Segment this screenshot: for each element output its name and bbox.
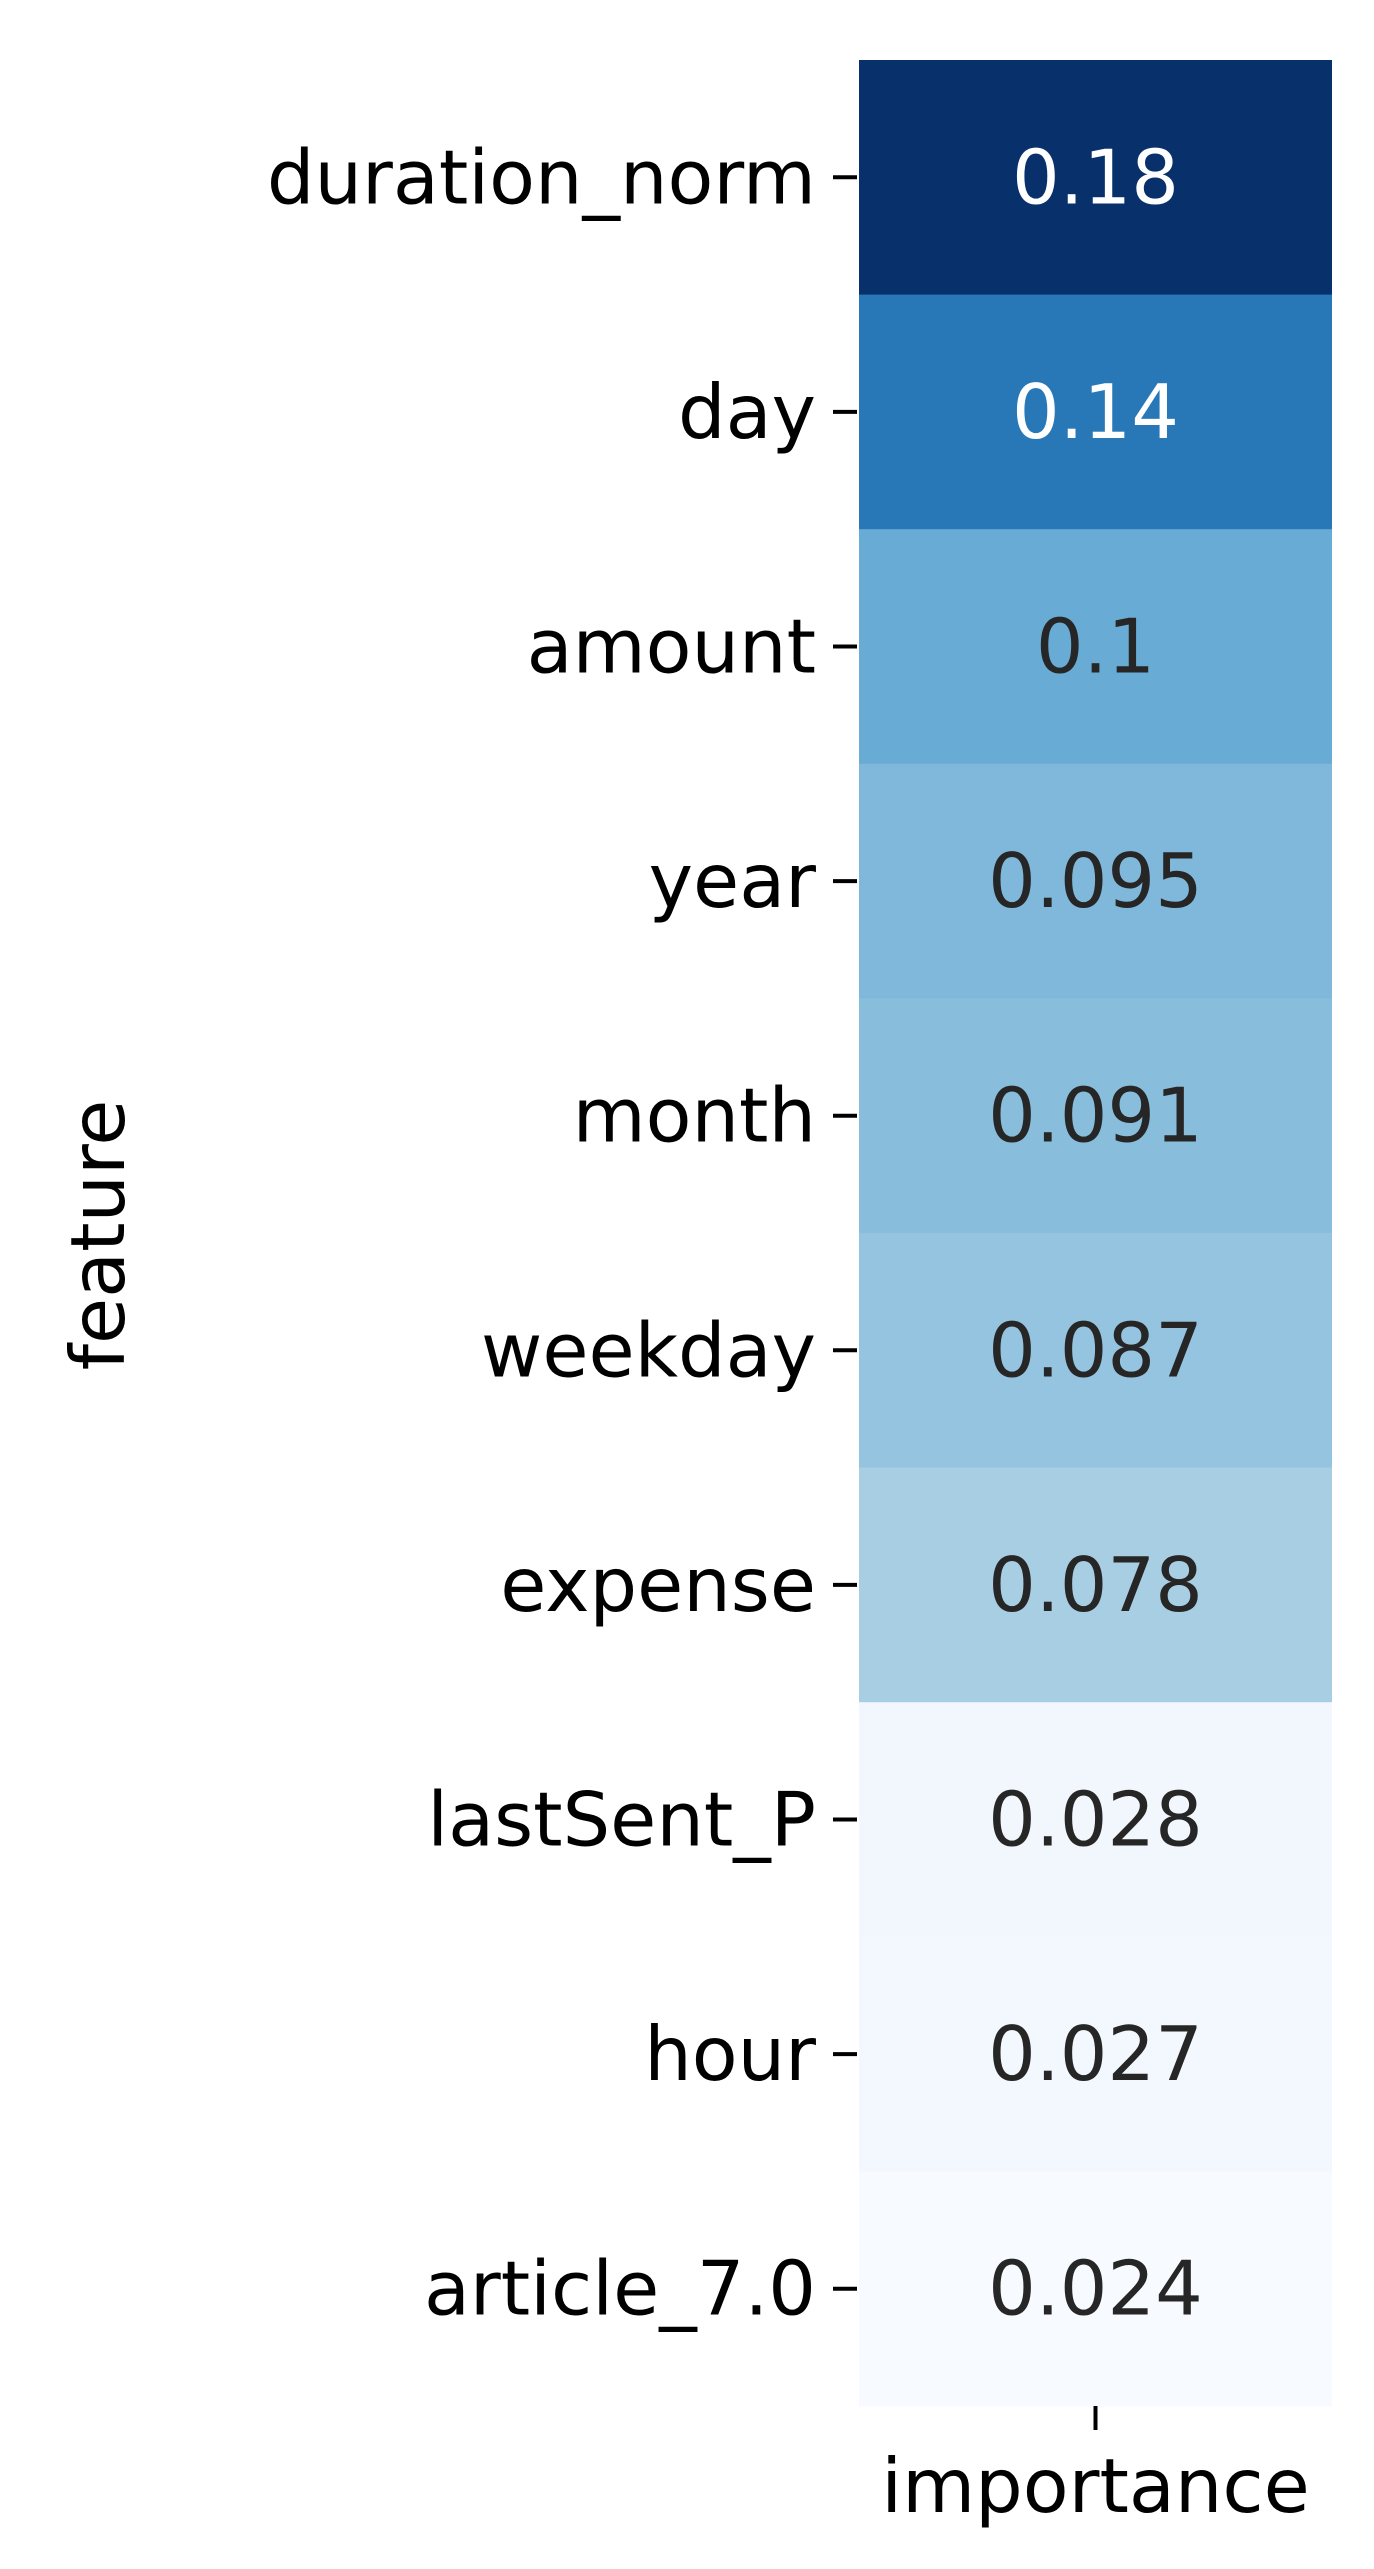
heatmap-cell-lastSent_P <box>859 1702 1332 1938</box>
cell-value-label: 0.028 <box>988 1776 1203 1864</box>
x-tick-label: importance <box>881 2442 1310 2530</box>
heatmap-cell-duration_norm <box>859 60 1332 296</box>
cell-value-label: 0.18 <box>1012 133 1179 221</box>
heatmap-cell-weekday <box>859 1233 1332 1469</box>
cell-value-label: 0.024 <box>988 2245 1203 2333</box>
x-axis-ticks: importance <box>881 2406 1310 2530</box>
y-tick-label: hour <box>644 2010 816 2098</box>
cell-value-label: 0.1 <box>1036 603 1155 691</box>
cell-value-label: 0.14 <box>1012 368 1179 456</box>
heatmap-cell-month <box>859 998 1332 1234</box>
heatmap-cell-year <box>859 763 1332 999</box>
heatmap-cell-article_7.0 <box>859 2171 1332 2407</box>
y-tick-label: article_7.0 <box>424 2245 816 2333</box>
y-tick-label: weekday <box>481 1306 816 1394</box>
cell-value-label: 0.095 <box>988 837 1203 925</box>
y-tick-label: duration_norm <box>267 133 816 221</box>
heatmap-cell-hour <box>859 1936 1332 2172</box>
y-tick-label: month <box>573 1072 816 1160</box>
y-axis-label: feature <box>54 1100 142 1371</box>
y-tick-label: year <box>649 837 816 925</box>
cell-value-label: 0.078 <box>988 1541 1203 1629</box>
y-tick-label: amount <box>527 603 816 691</box>
heatmap-cell-labels: 0.18 0.14 0.1 0.095 0.091 0.087 0.078 0.028 0.02… <box>988 133 1203 2332</box>
heatmap-cell-amount <box>859 529 1332 765</box>
cell-value-label: 0.087 <box>988 1306 1203 1394</box>
cell-value-label: 0.027 <box>988 2010 1203 2098</box>
heatmap-cells <box>859 60 1332 2407</box>
y-tick-label: lastSent_P <box>427 1776 816 1864</box>
heatmap-cell-day <box>859 294 1332 530</box>
y-tick-label: day <box>678 368 816 456</box>
heatmap-cell-expense <box>859 1467 1332 1703</box>
y-tick-label: expense <box>500 1541 816 1629</box>
cell-value-label: 0.091 <box>988 1072 1203 1160</box>
